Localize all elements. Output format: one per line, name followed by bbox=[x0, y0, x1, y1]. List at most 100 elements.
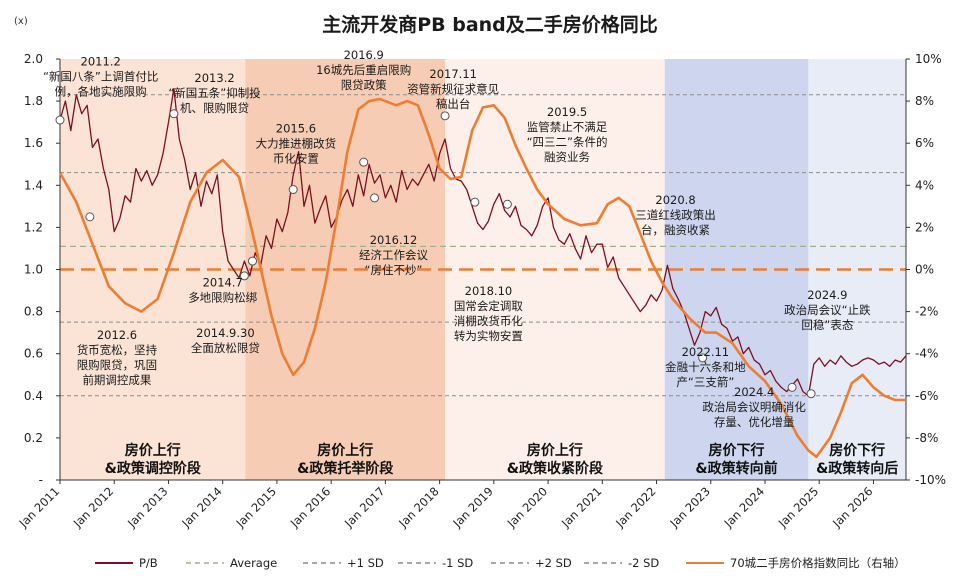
annotation-line: 2024.4 bbox=[734, 385, 774, 399]
annotation-line: 2011.2 bbox=[81, 54, 121, 68]
left-tick-label: 0.8 bbox=[24, 305, 43, 319]
annotation-line: 资管新规征求意见 bbox=[407, 82, 499, 96]
annotation-line: 产“三支箭” bbox=[676, 375, 734, 389]
event-markers bbox=[55, 109, 816, 399]
x-tick-label: Jan 2019 bbox=[450, 484, 496, 530]
annotation-text: 2016.12 经济工作会议“房住不炒” bbox=[359, 233, 428, 277]
right-tick-label: 2% bbox=[915, 220, 934, 234]
annotation-line: 稿出台 bbox=[436, 97, 471, 111]
annotation-line: 回稳”表态 bbox=[801, 318, 853, 332]
event-marker bbox=[698, 353, 708, 363]
legend: P/B Average +1 SD -1 SD +2 SD -2 SD 70城二手房价格指数… bbox=[95, 556, 906, 570]
event-marker bbox=[470, 197, 480, 207]
annotation-line: 2013.2 bbox=[194, 71, 234, 85]
right-tick-label: 4% bbox=[915, 178, 934, 192]
annotation-line: 监管禁止不满足 bbox=[527, 120, 608, 134]
phase-label-line2: &政策转向前 bbox=[695, 460, 777, 477]
annotation-text: 2024.4 政治局会议明确消化存量、优化增量 bbox=[702, 385, 806, 429]
annotation-line: 国常会定调取 bbox=[454, 299, 523, 313]
legend-label: -2 SD bbox=[628, 556, 659, 570]
annotation-line: “房住不炒” bbox=[365, 263, 423, 277]
event-marker bbox=[440, 111, 450, 121]
annotation-text: 2024.9 政治局会议“止跌回稳”表态 bbox=[784, 288, 871, 332]
annotation-text: 2016.9 16城先后重启限购限贷政策 bbox=[316, 48, 411, 92]
x-tick-label: Jan 2018 bbox=[395, 484, 441, 530]
annotation-line: 机、限购限贷 bbox=[180, 101, 249, 115]
x-tick-label: Jan 2011 bbox=[16, 484, 62, 530]
annotation-text: 2022.11 金融十六条和地产“三支箭” bbox=[665, 345, 746, 389]
annotation-text: 2020.8 三道红线政策出台，融资收紧 bbox=[635, 193, 716, 237]
right-tick-label: -4% bbox=[915, 347, 938, 361]
annotation-line: 2020.8 bbox=[655, 193, 695, 207]
left-tick-label: 1.0 bbox=[24, 263, 43, 277]
event-marker bbox=[370, 193, 380, 203]
annotation-line: 2017.11 bbox=[429, 67, 477, 81]
annotation-line: 三道红线政策出 bbox=[635, 208, 716, 222]
annotation-line: 金融十六条和地 bbox=[665, 360, 746, 374]
x-tick-label: Jan 2013 bbox=[124, 484, 170, 530]
right-tick-label: -8% bbox=[915, 431, 938, 445]
annotation-line: 2016.9 bbox=[344, 48, 384, 62]
left-tick-label: - bbox=[39, 473, 43, 487]
series-line-yoy bbox=[58, 97, 906, 459]
annotation-line: 例，各地实施限购 bbox=[55, 84, 147, 98]
annotation-line: 政治局会议“止跌 bbox=[784, 303, 871, 317]
chart-title: 主流开发商PB band及二手房价格同比 bbox=[322, 13, 658, 36]
right-tick-label: -10% bbox=[915, 473, 946, 487]
x-tick-label: Jan 2020 bbox=[504, 484, 550, 530]
annotation-line: 大力推进棚改货 bbox=[256, 137, 337, 151]
left-tick-label: 1.2 bbox=[24, 220, 43, 234]
annotation-line: 存量、优化增量 bbox=[714, 415, 795, 429]
x-tick-label: Jan 2014 bbox=[178, 484, 224, 530]
event-marker bbox=[502, 199, 512, 209]
annotation-text: 2018.10 国常会定调取消棚改货币化转为实物安置 bbox=[454, 284, 523, 343]
annotation-line: 全面放松限贷 bbox=[191, 341, 260, 355]
annotation-text: 2014.9.30 全面放松限贷 bbox=[191, 326, 260, 355]
annotation-line: 消棚改货币化 bbox=[454, 314, 523, 328]
left-tick-label: 0.6 bbox=[24, 347, 43, 361]
left-tick-label: 1.4 bbox=[24, 178, 43, 192]
legend-label: Average bbox=[230, 556, 277, 570]
right-tick-label: -6% bbox=[915, 389, 938, 403]
right-tick-label: 10% bbox=[915, 52, 942, 66]
event-marker bbox=[359, 157, 369, 167]
x-tick-label: Jan 2016 bbox=[287, 484, 333, 530]
right-tick-label: 0% bbox=[915, 263, 934, 277]
annotation-text: 2019.5 监管禁止不满足“四三二”条件的融资业务 bbox=[527, 105, 608, 164]
annotation-line: 2012.6 bbox=[97, 328, 137, 342]
annotation-line: 2024.9 bbox=[807, 288, 847, 302]
annotation-line: 2016.12 bbox=[370, 233, 418, 247]
event-marker bbox=[85, 212, 95, 222]
annotation-line: 台，融资收紧 bbox=[641, 223, 710, 237]
phase-label-line2: &政策转向后 bbox=[816, 460, 898, 477]
annotation-line: 政治局会议明确消化 bbox=[702, 400, 806, 414]
phase-label-line2: &政策托举阶段 bbox=[297, 460, 393, 477]
phase-label-line1: 房价上行 bbox=[125, 442, 181, 459]
phase-label-line2: &政策收紧阶段 bbox=[507, 460, 603, 477]
right-tick-label: -2% bbox=[915, 305, 938, 319]
annotation-line: 限贷政策 bbox=[341, 78, 387, 92]
legend-label: -1 SD bbox=[442, 556, 473, 570]
event-marker bbox=[55, 115, 65, 125]
phase-labels: 房价上行&政策调控阶段房价上行&政策托举阶段房价上行&政策收紧阶段房价下行&政策… bbox=[105, 442, 899, 477]
right-tick-label: 6% bbox=[915, 136, 934, 150]
annotation-line: 2014.7 bbox=[203, 275, 243, 289]
annotation-text: 2011.2 “新国八条”上调首付比例，各地实施限购 bbox=[43, 54, 158, 98]
annotation-line: 2019.5 bbox=[547, 105, 587, 119]
series-line-pb bbox=[59, 87, 907, 397]
phase-label-line1: 房价上行 bbox=[317, 442, 373, 459]
event-marker bbox=[248, 256, 258, 266]
left-tick-label: 0.2 bbox=[24, 431, 43, 445]
phase-label-line1: 房价上行 bbox=[527, 442, 583, 459]
x-tick-label: Jan 2015 bbox=[233, 484, 279, 530]
annotation-line: 经济工作会议 bbox=[359, 248, 428, 262]
legend-label: 70城二手房价格指数同比（右轴） bbox=[730, 556, 906, 570]
x-tick-label: Jan 2017 bbox=[341, 484, 387, 530]
left-tick-label: 1.8 bbox=[24, 94, 43, 108]
annotation-line: 转为实物安置 bbox=[454, 329, 523, 343]
annotation-line: 2018.10 bbox=[465, 284, 513, 298]
x-tick-label: Jan 2012 bbox=[70, 484, 116, 530]
y-axis-unit-label: (x) bbox=[14, 16, 28, 27]
annotation-text: 2014.7 多地限购松绑 bbox=[188, 275, 257, 304]
